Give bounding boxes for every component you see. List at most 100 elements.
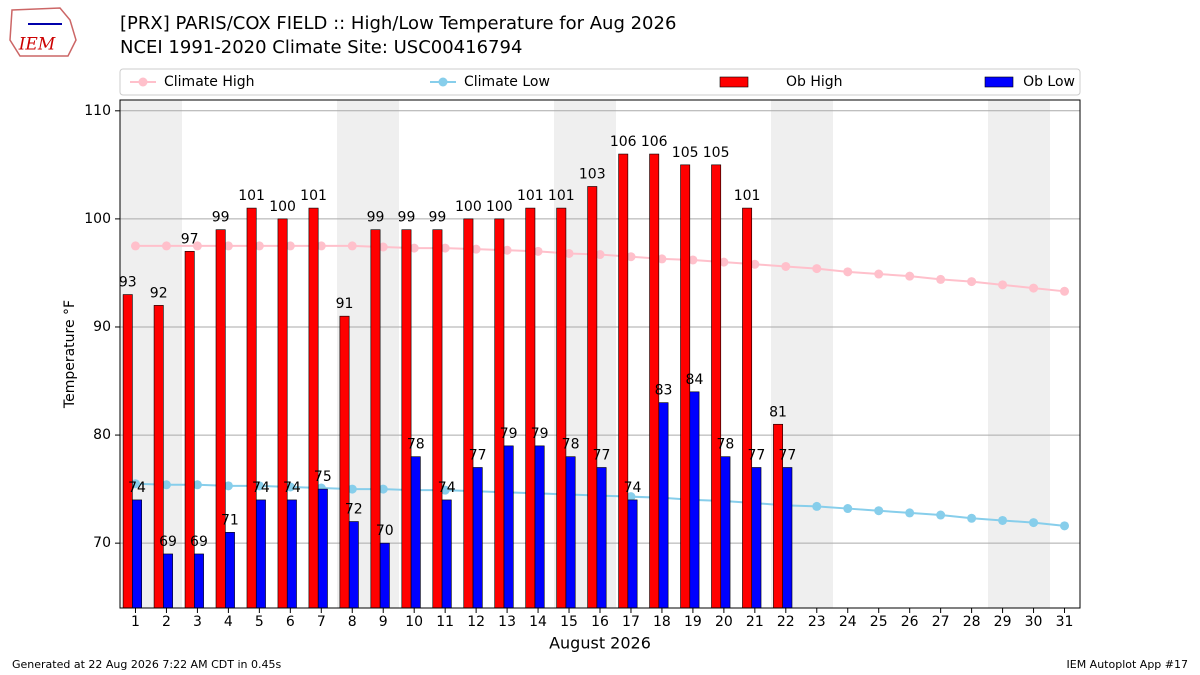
x-tick-label: 4	[224, 614, 233, 630]
x-tick-label: 30	[1025, 614, 1043, 630]
y-tick-label: 90	[93, 319, 111, 335]
x-tick-label: 31	[1056, 614, 1074, 630]
point	[719, 257, 729, 267]
data-label: 81	[769, 404, 787, 420]
point	[378, 242, 388, 252]
point	[502, 245, 512, 255]
bar	[286, 499, 297, 609]
point	[595, 250, 605, 260]
x-tick-label: 28	[963, 614, 981, 630]
logo-text: IEM	[18, 35, 56, 55]
footer-left: Generated at 22 Aug 2026 7:22 AM CDT in …	[12, 658, 281, 671]
x-tick-label: 17	[622, 614, 640, 630]
x-tick-label: 29	[994, 614, 1012, 630]
bar	[525, 207, 536, 609]
point	[812, 264, 822, 274]
data-label: 84	[686, 372, 704, 388]
bar	[122, 294, 133, 609]
bar	[441, 499, 452, 609]
bar	[410, 456, 421, 609]
bar	[339, 315, 350, 609]
x-tick-label: 11	[436, 614, 454, 630]
point	[998, 280, 1008, 290]
point	[781, 261, 791, 271]
bar	[689, 391, 700, 609]
bar	[618, 153, 629, 609]
y-tick-label: 100	[84, 211, 111, 227]
point	[750, 259, 760, 269]
bar	[751, 467, 762, 609]
point	[626, 252, 636, 262]
footer-right: IEM Autoplot App #17	[1067, 658, 1189, 671]
data-label: 70	[376, 523, 394, 539]
bar	[370, 229, 381, 609]
x-tick-label: 10	[405, 614, 423, 630]
bar	[463, 218, 474, 609]
point	[316, 241, 326, 251]
data-label: 100	[269, 199, 296, 215]
point	[967, 513, 977, 523]
point	[440, 485, 450, 495]
bar	[132, 499, 142, 609]
data-label: 79	[531, 426, 549, 442]
logo-outline	[9, 7, 77, 57]
point	[874, 269, 884, 279]
y-tick-label: 70	[93, 535, 111, 551]
bar	[317, 488, 328, 609]
data-label: 75	[314, 469, 332, 485]
x-tick-label: 8	[348, 614, 357, 630]
point	[533, 246, 543, 256]
bar	[534, 445, 545, 609]
data-label: 103	[579, 166, 606, 182]
x-tick-label: 6	[286, 614, 295, 630]
data-label: 74	[252, 480, 270, 496]
legend-label: Ob High	[786, 74, 843, 90]
plot-frame	[119, 99, 1081, 609]
bar	[649, 153, 660, 609]
data-label: 99	[398, 210, 416, 226]
data-label: 74	[283, 480, 301, 496]
point	[564, 248, 574, 258]
x-tick-label: 21	[746, 614, 764, 630]
point	[1029, 518, 1039, 528]
x-tick-label: 27	[932, 614, 950, 630]
point	[843, 267, 853, 277]
data-label: 105	[703, 145, 730, 161]
legend-swatch	[984, 76, 1014, 88]
bar	[742, 207, 753, 609]
bar	[596, 467, 607, 609]
x-tick-label: 24	[839, 614, 857, 630]
data-label: 79	[500, 426, 518, 442]
bar	[255, 499, 266, 609]
legend-label: Ob Low	[1023, 74, 1075, 90]
legend-box	[119, 68, 1081, 96]
legend-marker	[138, 77, 148, 87]
bar	[277, 218, 288, 609]
legend-marker	[438, 77, 448, 87]
point	[347, 241, 357, 251]
point	[285, 241, 295, 251]
data-label: 83	[655, 383, 673, 399]
bar	[379, 542, 390, 609]
x-tick-label: 3	[193, 614, 202, 630]
bar	[184, 251, 195, 609]
x-tick-label: 20	[715, 614, 733, 630]
point	[440, 243, 450, 253]
x-tick-label: 2	[162, 614, 171, 630]
point	[223, 241, 233, 251]
data-label: 69	[190, 534, 208, 550]
point	[130, 241, 140, 251]
x-tick-label: 25	[870, 614, 888, 630]
bar	[215, 229, 226, 609]
point	[409, 243, 419, 253]
x-tick-label: 18	[653, 614, 671, 630]
point	[161, 480, 171, 490]
logo: IEM	[9, 7, 77, 57]
x-tick-label: 13	[498, 614, 516, 630]
bar	[711, 164, 722, 609]
legend-label: Climate High	[164, 74, 255, 90]
data-label: 101	[734, 188, 761, 204]
y-tick-label: 80	[93, 427, 111, 443]
data-label: 99	[429, 210, 447, 226]
point	[285, 482, 295, 492]
